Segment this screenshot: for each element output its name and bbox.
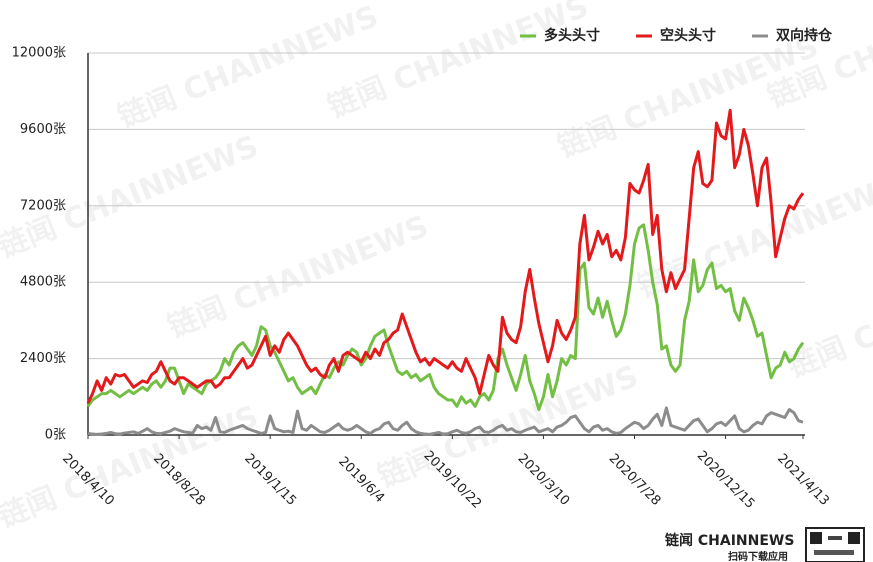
logo-caption: 扫码下载应用 [728, 550, 788, 562]
x-tick-label: 2020/3/10 [515, 451, 573, 509]
legend-label: 双向持仓 [776, 27, 833, 44]
watermark: 链闻 CHAINNEWS [163, 209, 433, 345]
series-line [86, 108, 805, 404]
watermark: 链闻 CHAINNEWS [0, 129, 263, 265]
legend-label: 空头头寸 [660, 27, 716, 44]
y-tick-label: 9600张 [20, 122, 66, 137]
legend-label: 多头头寸 [544, 27, 600, 44]
y-tick-label: 2400张 [20, 351, 66, 366]
y-tick-label: 4800张 [20, 275, 66, 290]
x-tick-label: 2021/4/13 [774, 451, 832, 509]
y-tick-label: 0张 [45, 428, 66, 443]
y-tick-label: 12000张 [12, 46, 66, 61]
y-tick-label: 7200张 [20, 198, 66, 213]
x-tick-label: 2020/12/15 [694, 448, 758, 512]
watermark: 链闻 CHAINNEWS [373, 359, 643, 495]
x-tick-label: 2020/7/28 [606, 451, 664, 509]
qr-code [805, 527, 865, 562]
watermark: 链闻 CHAINNEWS [0, 399, 263, 535]
logo: 链闻 CHAINNEWS [665, 532, 794, 549]
watermark: 链闻 CHAINNEWS [783, 249, 873, 385]
series-line [86, 223, 805, 412]
x-tick-label: 2019/1/15 [241, 451, 299, 509]
series-line [87, 406, 804, 436]
